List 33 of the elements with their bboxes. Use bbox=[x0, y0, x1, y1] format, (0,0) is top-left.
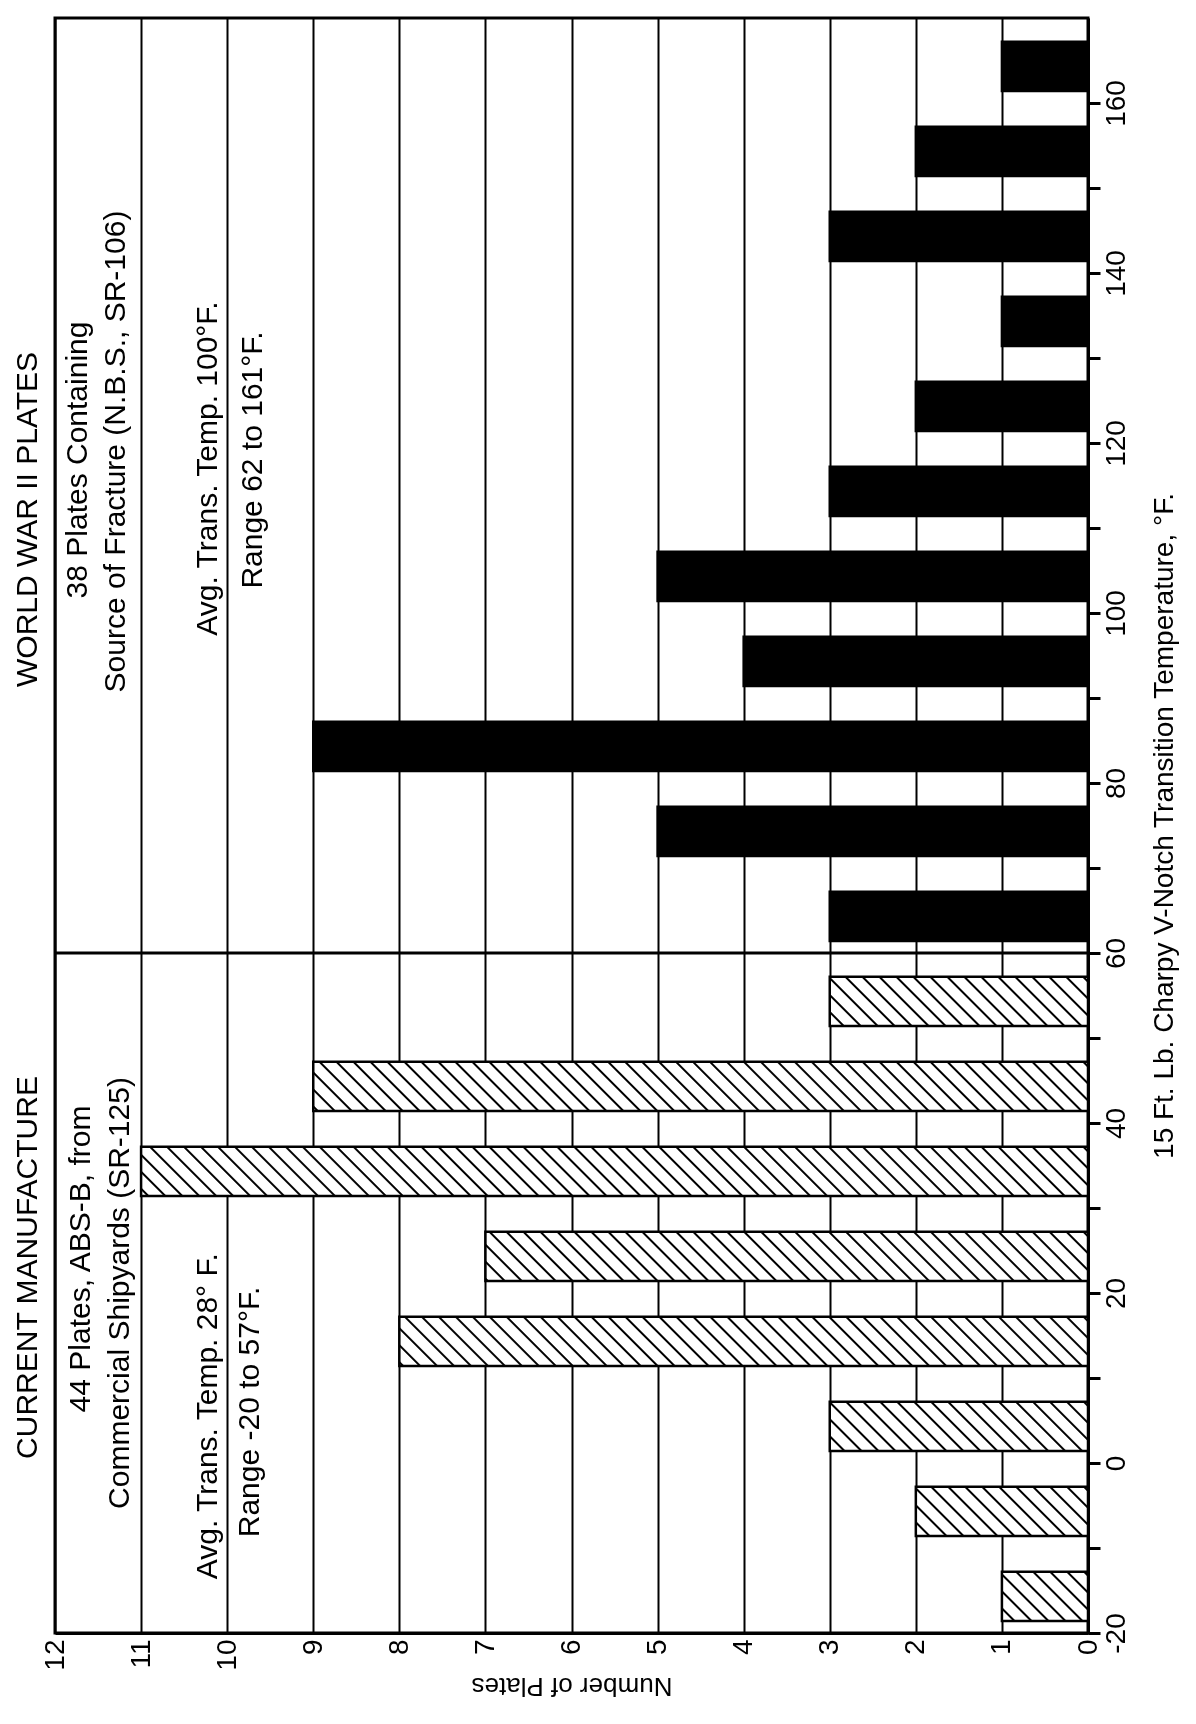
y-tick-label: 80 bbox=[1099, 767, 1131, 800]
x-tick-label: 1 bbox=[985, 1639, 1017, 1656]
y-axis-title: 15 Ft. Lb. Charpy V-Notch Transition Temperature, °F. bbox=[1147, 493, 1179, 1159]
x-tick-label: 9 bbox=[296, 1639, 328, 1656]
annotation: Range 62 to 161°F. bbox=[235, 331, 268, 589]
x-tick-label: 7 bbox=[468, 1639, 500, 1656]
x-tick-label: 2 bbox=[899, 1639, 931, 1656]
x-tick-label: 3 bbox=[813, 1639, 845, 1656]
annotation: Avg. Trans. Temp. 100°F. bbox=[190, 301, 223, 636]
y-tick-label: 60 bbox=[1099, 937, 1131, 970]
y-tick-label: 20 bbox=[1099, 1277, 1131, 1310]
x-tick-label: 11 bbox=[124, 1639, 156, 1669]
x-tick-label: 8 bbox=[382, 1639, 414, 1656]
y-tick-label: 40 bbox=[1099, 1107, 1131, 1140]
annotation: 44 Plates, ABS-B, from bbox=[63, 1105, 96, 1413]
y-tick-label: 120 bbox=[1099, 420, 1131, 467]
annotation: Commercial Shipyards (SR-125) bbox=[102, 1077, 135, 1509]
x-axis-title: Number of Plates bbox=[471, 1671, 673, 1702]
annotation: Avg. Trans. Temp. 28° F. bbox=[190, 1253, 223, 1580]
y-tick-label: 140 bbox=[1099, 250, 1131, 297]
text: WORLD WAR II PLATES bbox=[10, 351, 43, 688]
annotation: Range -20 to 57°F. bbox=[232, 1286, 265, 1538]
annotation: 38 Plates Containing bbox=[60, 321, 93, 599]
annotation: Source of Fracture (N.B.S., SR-106) bbox=[98, 210, 131, 693]
y-tick-label: 160 bbox=[1099, 80, 1131, 127]
x-tick-label: 6 bbox=[555, 1639, 586, 1656]
x-tick-label: 12 bbox=[38, 1639, 70, 1671]
text: CURRENT MANUFACTURE bbox=[10, 1076, 43, 1459]
y-tick-label: 100 bbox=[1099, 590, 1131, 637]
y-tick-label: 0 bbox=[1099, 1455, 1131, 1472]
x-tick-label: 4 bbox=[727, 1639, 759, 1656]
x-tick-label: 5 bbox=[641, 1639, 673, 1656]
x-tick-label: 10 bbox=[210, 1639, 242, 1671]
